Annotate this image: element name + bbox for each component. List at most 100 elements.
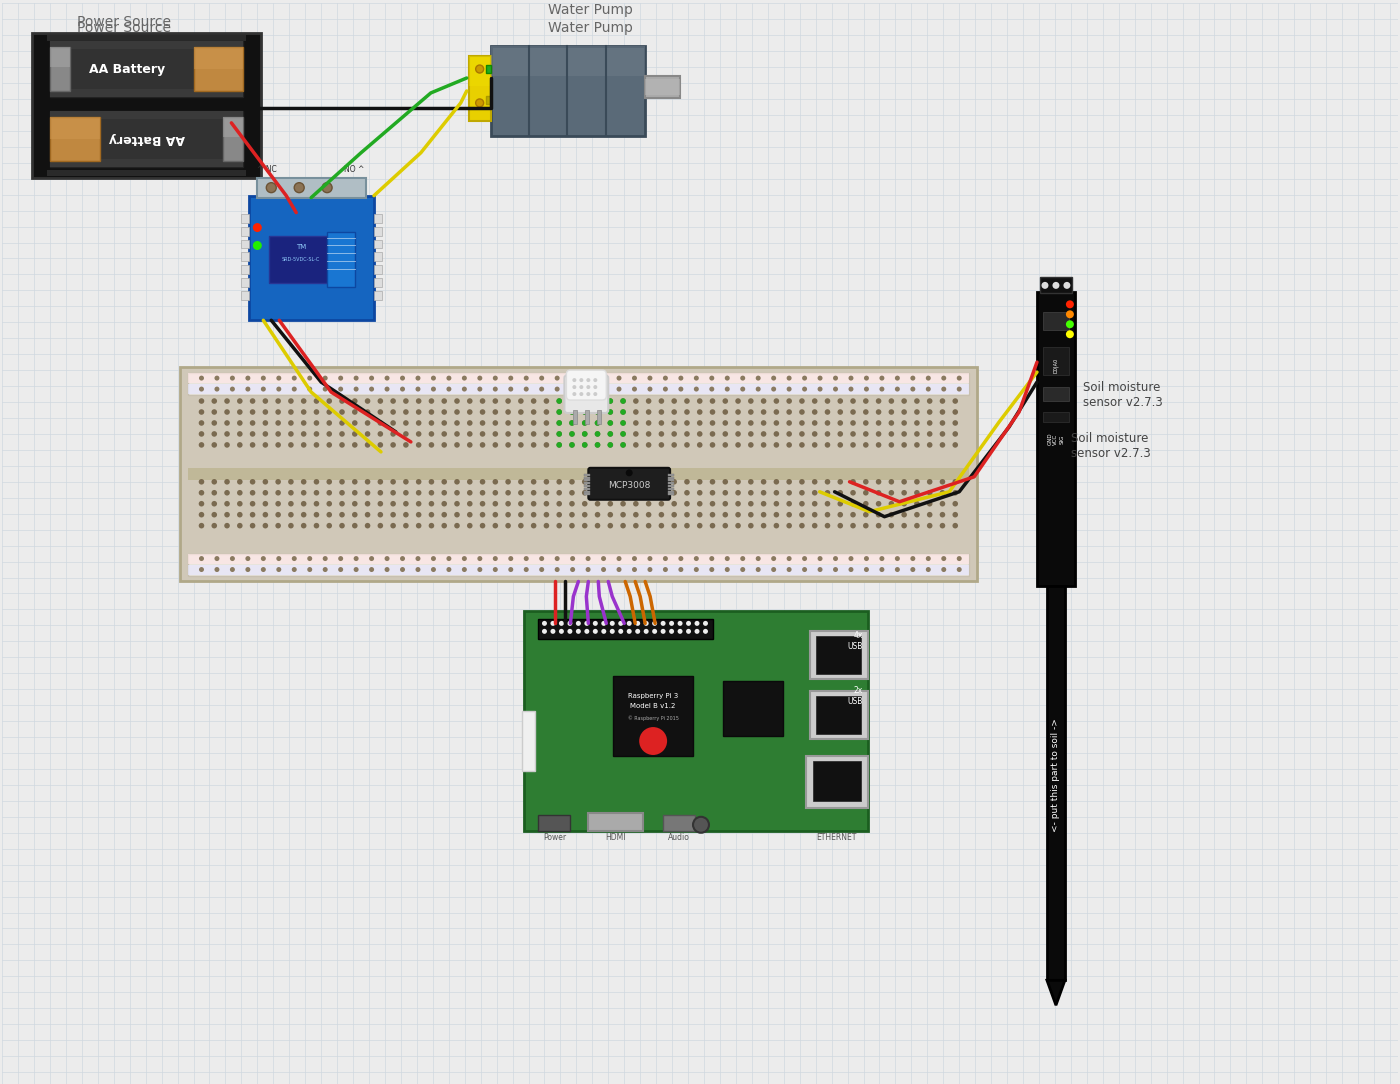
Bar <box>486 65 490 73</box>
Circle shape <box>211 479 217 485</box>
Circle shape <box>825 421 830 426</box>
Circle shape <box>224 501 230 506</box>
Circle shape <box>620 410 626 415</box>
Circle shape <box>697 398 703 404</box>
Bar <box>241 292 249 300</box>
Circle shape <box>661 629 665 634</box>
Circle shape <box>678 629 683 634</box>
Circle shape <box>441 442 447 448</box>
Circle shape <box>454 421 459 426</box>
Circle shape <box>925 567 931 572</box>
Bar <box>539 815 570 830</box>
Bar <box>1037 293 1075 586</box>
Circle shape <box>556 442 561 448</box>
Circle shape <box>288 410 294 415</box>
Circle shape <box>385 376 389 380</box>
Circle shape <box>326 479 332 485</box>
Text: 4x
USB: 4x USB <box>847 631 862 650</box>
Bar <box>584 491 591 492</box>
Circle shape <box>276 431 281 437</box>
Circle shape <box>620 398 626 404</box>
Circle shape <box>326 398 332 404</box>
Circle shape <box>508 376 514 380</box>
Circle shape <box>431 556 435 562</box>
Bar <box>816 636 861 674</box>
Circle shape <box>876 421 882 426</box>
Circle shape <box>914 442 920 448</box>
Bar <box>193 47 244 69</box>
Circle shape <box>927 410 932 415</box>
Circle shape <box>756 556 760 562</box>
Circle shape <box>631 556 637 562</box>
Circle shape <box>554 567 560 572</box>
Circle shape <box>326 522 332 529</box>
Circle shape <box>575 629 581 634</box>
Circle shape <box>647 387 652 391</box>
Circle shape <box>403 421 409 426</box>
Circle shape <box>416 512 421 517</box>
Circle shape <box>837 512 843 517</box>
Circle shape <box>952 512 958 517</box>
Bar <box>50 47 70 91</box>
Circle shape <box>556 522 561 529</box>
Circle shape <box>237 421 242 426</box>
Circle shape <box>428 501 434 506</box>
Circle shape <box>276 398 281 404</box>
Circle shape <box>685 490 690 495</box>
Circle shape <box>850 398 855 404</box>
Text: HDMI: HDMI <box>605 833 626 842</box>
Bar <box>1040 278 1072 294</box>
Circle shape <box>862 421 868 426</box>
Circle shape <box>672 431 678 437</box>
Circle shape <box>245 556 251 562</box>
Circle shape <box>645 442 651 448</box>
Circle shape <box>825 479 830 485</box>
Circle shape <box>633 501 638 506</box>
Circle shape <box>672 442 678 448</box>
Text: ^ NC: ^ NC <box>258 165 277 173</box>
Circle shape <box>531 410 536 415</box>
Circle shape <box>351 501 357 506</box>
Circle shape <box>619 621 623 625</box>
Circle shape <box>633 522 638 529</box>
Circle shape <box>595 501 601 506</box>
Circle shape <box>626 469 633 476</box>
Circle shape <box>633 442 638 448</box>
Circle shape <box>760 479 766 485</box>
Circle shape <box>351 410 357 415</box>
Bar <box>50 89 244 96</box>
Circle shape <box>941 556 946 562</box>
Circle shape <box>848 556 854 562</box>
Circle shape <box>678 621 683 625</box>
Circle shape <box>741 376 745 380</box>
Bar <box>179 367 977 581</box>
Circle shape <box>454 410 459 415</box>
Circle shape <box>939 501 945 506</box>
Circle shape <box>722 442 728 448</box>
Circle shape <box>799 512 805 517</box>
Circle shape <box>825 512 830 517</box>
Circle shape <box>914 421 920 426</box>
Circle shape <box>454 479 459 485</box>
Text: TM: TM <box>295 245 307 250</box>
Circle shape <box>428 431 434 437</box>
Circle shape <box>592 629 598 634</box>
Bar <box>188 384 969 395</box>
Circle shape <box>556 410 561 415</box>
Bar <box>374 240 382 248</box>
Circle shape <box>902 398 907 404</box>
Circle shape <box>480 442 486 448</box>
Circle shape <box>927 522 932 529</box>
Circle shape <box>480 501 486 506</box>
Circle shape <box>518 512 524 517</box>
Circle shape <box>582 431 588 437</box>
Bar <box>809 631 868 680</box>
Circle shape <box>314 479 319 485</box>
Circle shape <box>288 421 294 426</box>
Circle shape <box>365 431 371 437</box>
Circle shape <box>518 421 524 426</box>
Circle shape <box>787 556 791 562</box>
Circle shape <box>378 512 384 517</box>
Circle shape <box>652 621 657 625</box>
Circle shape <box>391 442 396 448</box>
